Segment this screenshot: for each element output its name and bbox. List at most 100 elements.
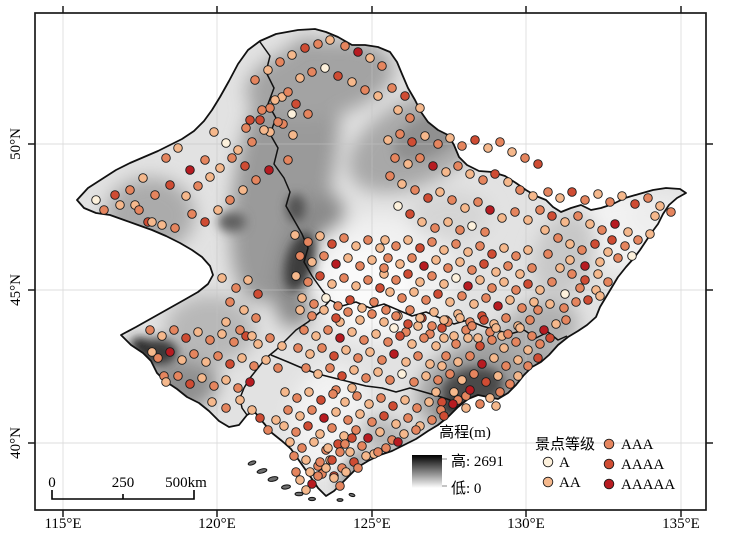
scenic-spot-dot <box>313 471 323 481</box>
scenic-spot-dot <box>501 361 511 371</box>
scenic-spot-dot <box>355 261 365 271</box>
scenic-spot-dot <box>295 305 305 315</box>
scenic-spot-dot <box>547 211 557 221</box>
scenic-spot-dot <box>515 185 525 195</box>
scenic-spot-dot <box>403 159 413 169</box>
scenic-spot-dot <box>255 413 265 423</box>
scenic-spot-dot <box>213 351 223 361</box>
scenic-spot-dot <box>251 175 261 185</box>
scenic-spot-dot <box>511 251 521 261</box>
scenic-spot-dot <box>439 245 449 255</box>
scenic-spot-dot <box>573 211 583 221</box>
scenic-spot-dot <box>307 405 317 415</box>
scenic-spot-dot <box>437 361 447 371</box>
scenic-spot-dot <box>545 299 555 309</box>
grade-swatch-a <box>542 456 554 468</box>
scenic-spot-dot <box>347 383 357 393</box>
scenic-spot-dot <box>475 241 485 251</box>
scenic-spot-dot <box>505 295 515 305</box>
scenic-spot-dot <box>528 191 538 201</box>
scenic-spot-dot <box>200 155 210 165</box>
y-tick-label-40n: 40°N <box>8 427 24 459</box>
scenic-spot-dot <box>497 213 507 223</box>
scenic-spot-dot <box>277 341 287 351</box>
elevation-legend-title: 高程(m) <box>439 424 491 441</box>
scenic-spot-dot <box>405 113 415 123</box>
scenic-spot-dot <box>229 337 239 347</box>
scenic-spot-dot <box>491 267 501 277</box>
scenic-spot-dot <box>91 195 101 205</box>
scenic-spot-dot <box>493 301 503 311</box>
scenic-spot-dot <box>357 441 367 451</box>
scenic-spot-dot <box>295 411 305 421</box>
scenic-spot-dot <box>445 133 455 143</box>
scenic-spot-dot <box>463 333 473 343</box>
grade-label-aa: AA <box>559 475 581 491</box>
scenic-spot-dot <box>376 393 386 403</box>
scenic-spot-dot <box>309 299 319 309</box>
scenic-spot-dot <box>221 138 231 148</box>
scenic-spot-dot <box>359 335 369 345</box>
scenic-spot-dot <box>421 295 431 305</box>
scenic-spot-dot <box>329 473 339 483</box>
scenic-spot-dot <box>340 439 350 449</box>
scenic-spot-dot <box>347 77 357 87</box>
scenic-spot-dot <box>465 385 475 395</box>
scenic-spot-dot <box>567 187 577 197</box>
scenic-spot-dot <box>535 205 545 215</box>
scenic-spot-dot <box>427 271 437 281</box>
scenic-spot-dot <box>645 229 655 239</box>
elevation-gradient-swatch <box>412 455 442 488</box>
scenic-spot-dot <box>533 159 543 169</box>
scenic-spot-dot <box>421 371 431 381</box>
scenic-spot-dot <box>593 189 603 199</box>
scenic-spot-dot <box>467 221 477 231</box>
scenic-spot-dot <box>170 223 180 233</box>
y-tick-label-45n: 45°N <box>8 274 24 306</box>
scenic-spot-dot <box>467 265 477 275</box>
scenic-spot-dot <box>333 71 343 81</box>
scenic-spot-dot <box>301 455 311 465</box>
scenic-spot-dot <box>227 153 237 163</box>
scenic-spot-dot <box>240 161 250 171</box>
scenic-spot-dot <box>523 361 533 371</box>
grade-label-a: A <box>559 455 570 471</box>
scenic-spot-dot <box>385 287 395 297</box>
scenic-spot-dot <box>515 269 525 279</box>
scenic-spot-dot <box>365 53 375 63</box>
scenic-spot-dot <box>445 369 455 379</box>
scenic-spot-dot <box>307 257 317 267</box>
scenic-spot-dot <box>603 277 613 287</box>
scenic-spot-dot <box>503 261 513 271</box>
scenic-spot-dot <box>463 281 473 291</box>
scenic-spot-dot <box>157 220 167 230</box>
scenic-spot-dot <box>399 429 409 439</box>
scenic-spot-dot <box>343 253 353 263</box>
scenic-spot-dot <box>235 325 245 335</box>
scenic-spot-dot <box>460 203 470 213</box>
scenic-spot-dot <box>439 279 449 289</box>
scenic-spot-dot <box>387 83 397 93</box>
scenic-spot-dot <box>529 297 539 307</box>
scenic-spot-dot <box>285 437 295 447</box>
scenic-spot-dot <box>487 249 497 259</box>
scenic-spot-dot <box>293 343 303 353</box>
scenic-spot-dot <box>415 153 425 163</box>
scenic-spot-dot <box>291 467 301 477</box>
axis-ticks <box>28 6 713 517</box>
scenic-spot-dot <box>431 387 441 397</box>
scenic-spot-dot <box>327 279 337 289</box>
scenic-spot-dot <box>560 217 570 227</box>
scenic-spot-dot <box>469 299 479 309</box>
plot-frame <box>28 6 713 517</box>
scenic-spot-dot <box>237 353 247 363</box>
scenic-spot-dot <box>443 263 453 273</box>
scenic-spot-dot <box>331 259 341 269</box>
scenic-spot-dot <box>150 190 160 200</box>
scenic-spot-dot <box>327 423 337 433</box>
scenic-spot-dot <box>315 429 325 439</box>
scenic-spot-dot <box>385 171 395 181</box>
scenic-spot-dot <box>480 227 490 237</box>
scenic-spot-dot <box>189 349 199 359</box>
